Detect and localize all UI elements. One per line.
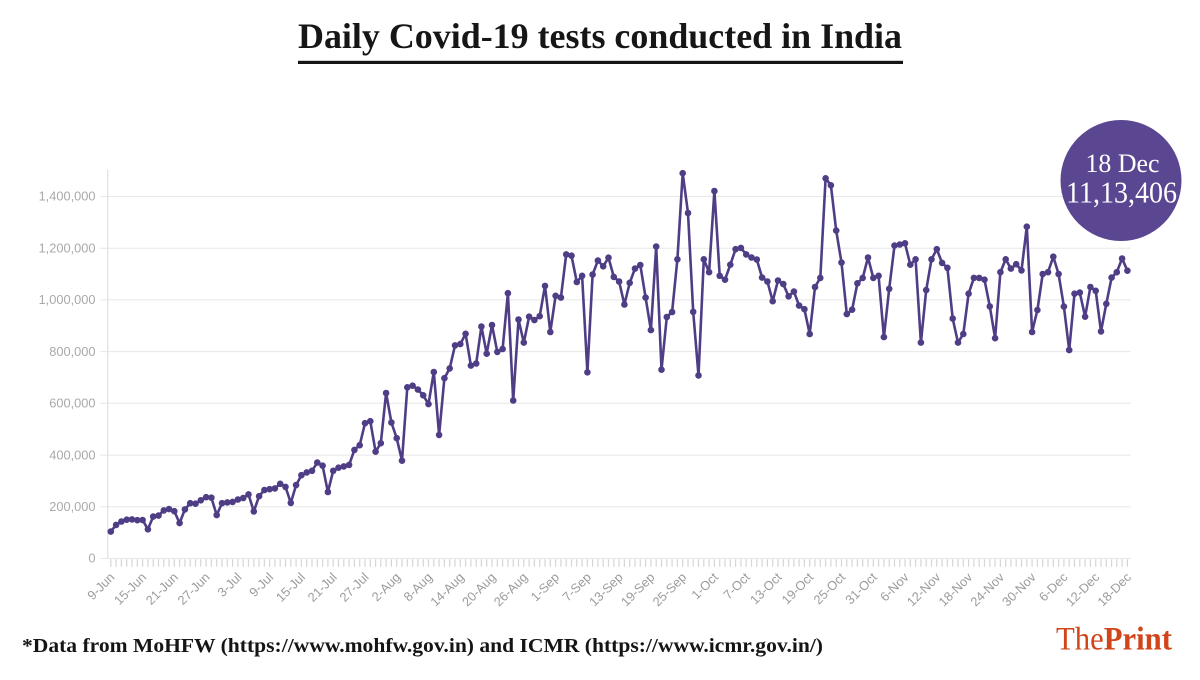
svg-text:1,400,000: 1,400,000 [39, 189, 96, 204]
svg-text:400,000: 400,000 [49, 447, 95, 462]
svg-text:800,000: 800,000 [49, 344, 95, 359]
svg-text:ThePrint: ThePrint [1056, 622, 1172, 658]
svg-text:1,200,000: 1,200,000 [39, 240, 96, 255]
svg-text:200,000: 200,000 [49, 499, 95, 514]
svg-text:0: 0 [88, 551, 95, 566]
svg-text:18 Dec: 18 Dec [1086, 149, 1160, 178]
svg-text:1,000,000: 1,000,000 [39, 292, 96, 307]
svg-text:11,13,406: 11,13,406 [1066, 175, 1177, 210]
svg-text:*Data from MoHFW (https://www.: *Data from MoHFW (https://www.mohfw.gov.… [22, 635, 823, 657]
svg-text:Daily Covid-19 tests conducted: Daily Covid-19 tests conducted in India [298, 16, 902, 56]
svg-text:600,000: 600,000 [49, 396, 95, 411]
